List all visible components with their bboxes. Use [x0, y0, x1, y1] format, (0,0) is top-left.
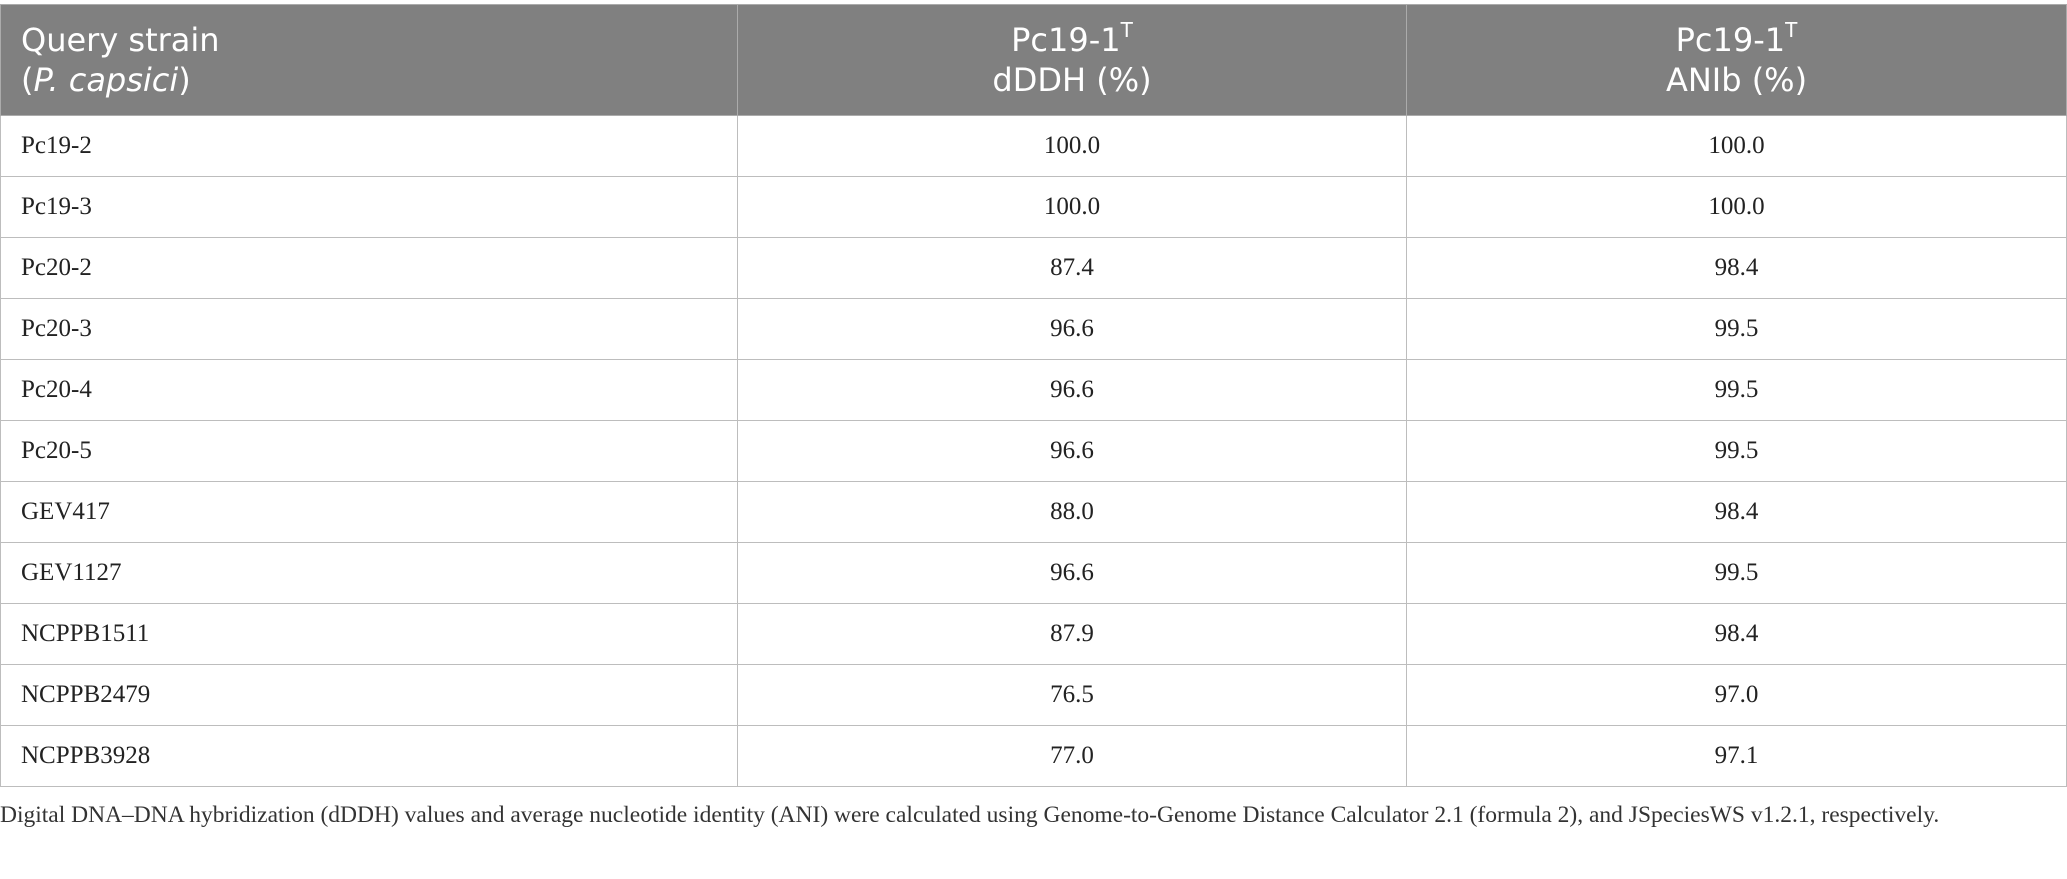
cell-dddh: 87.9: [737, 603, 1407, 665]
cell-anib: 99.5: [1406, 298, 2067, 360]
cell-dddh: 96.6: [737, 420, 1407, 482]
header-dddh-type-superscript: T: [1120, 18, 1133, 42]
header-query-strain: Query strain (P. capsici): [0, 4, 738, 116]
header-paren-close: ): [178, 61, 191, 99]
header-paren-open: (: [21, 61, 34, 99]
cell-anib: 99.5: [1406, 542, 2067, 604]
header-dddh: Pc19-1T dDDH (%): [737, 4, 1407, 116]
cell-anib: 100.0: [1406, 115, 2067, 177]
header-anib-type-superscript: T: [1785, 18, 1798, 42]
cell-strain: Pc20-4: [0, 359, 738, 421]
header-anib: Pc19-1T ANIb (%): [1406, 4, 2067, 116]
table-row: GEV1127 96.6 99.5: [0, 542, 2067, 604]
cell-anib: 100.0: [1406, 176, 2067, 238]
cell-anib: 98.4: [1406, 481, 2067, 543]
header-species-name: P. capsici: [33, 61, 179, 99]
cell-dddh: 96.6: [737, 298, 1407, 360]
cell-strain: NCPPB1511: [0, 603, 738, 665]
header-anib-metric: ANIb (%): [1665, 61, 1808, 99]
cell-anib: 97.0: [1406, 664, 2067, 726]
results-table-container: Query strain (P. capsici) Pc19-1T dDDH (…: [0, 4, 2067, 787]
header-row: Query strain (P. capsici) Pc19-1T dDDH (…: [0, 4, 2067, 116]
table-row: Pc20-2 87.4 98.4: [0, 237, 2067, 299]
cell-dddh: 88.0: [737, 481, 1407, 543]
header-query-strain-line2: (P. capsici): [21, 60, 737, 100]
table-row: NCPPB2479 76.5 97.0: [0, 664, 2067, 726]
header-dddh-strain: Pc19-1T: [738, 20, 1406, 60]
cell-strain: GEV1127: [0, 542, 738, 604]
table-row: NCPPB3928 77.0 97.1: [0, 725, 2067, 787]
cell-strain: NCPPB2479: [0, 664, 738, 726]
cell-dddh: 96.6: [737, 542, 1407, 604]
header-query-strain-line1: Query strain: [21, 21, 220, 59]
header-anib-strain-name: Pc19-1: [1675, 21, 1786, 59]
cell-anib: 97.1: [1406, 725, 2067, 787]
cell-dddh: 96.6: [737, 359, 1407, 421]
table-header: Query strain (P. capsici) Pc19-1T dDDH (…: [0, 4, 2067, 116]
table-row: Pc20-5 96.6 99.5: [0, 420, 2067, 482]
genome-similarity-table: Query strain (P. capsici) Pc19-1T dDDH (…: [0, 4, 2067, 787]
cell-anib: 98.4: [1406, 237, 2067, 299]
cell-dddh: 100.0: [737, 176, 1407, 238]
cell-strain: Pc20-5: [0, 420, 738, 482]
cell-strain: Pc19-2: [0, 115, 738, 177]
cell-dddh: 87.4: [737, 237, 1407, 299]
table-row: Pc19-2 100.0 100.0: [0, 115, 2067, 177]
table-row: GEV417 88.0 98.4: [0, 481, 2067, 543]
cell-anib: 99.5: [1406, 359, 2067, 421]
table-row: Pc19-3 100.0 100.0: [0, 176, 2067, 238]
cell-strain: GEV417: [0, 481, 738, 543]
table-row: Pc20-3 96.6 99.5: [0, 298, 2067, 360]
cell-dddh: 77.0: [737, 725, 1407, 787]
header-dddh-metric: dDDH (%): [992, 61, 1152, 99]
cell-strain: Pc20-3: [0, 298, 738, 360]
table-body: Pc19-2 100.0 100.0 Pc19-3 100.0 100.0 Pc…: [0, 115, 2067, 787]
cell-strain: NCPPB3928: [0, 725, 738, 787]
table-row: NCPPB1511 87.9 98.4: [0, 603, 2067, 665]
table-footnote: Digital DNA–DNA hybridization (dDDH) val…: [0, 802, 1940, 828]
header-anib-strain: Pc19-1T: [1407, 20, 2066, 60]
cell-strain: Pc19-3: [0, 176, 738, 238]
cell-strain: Pc20-2: [0, 237, 738, 299]
cell-dddh: 100.0: [737, 115, 1407, 177]
cell-dddh: 76.5: [737, 664, 1407, 726]
header-dddh-strain-name: Pc19-1: [1011, 21, 1121, 59]
cell-anib: 99.5: [1406, 420, 2067, 482]
cell-anib: 98.4: [1406, 603, 2067, 665]
table-row: Pc20-4 96.6 99.5: [0, 359, 2067, 421]
